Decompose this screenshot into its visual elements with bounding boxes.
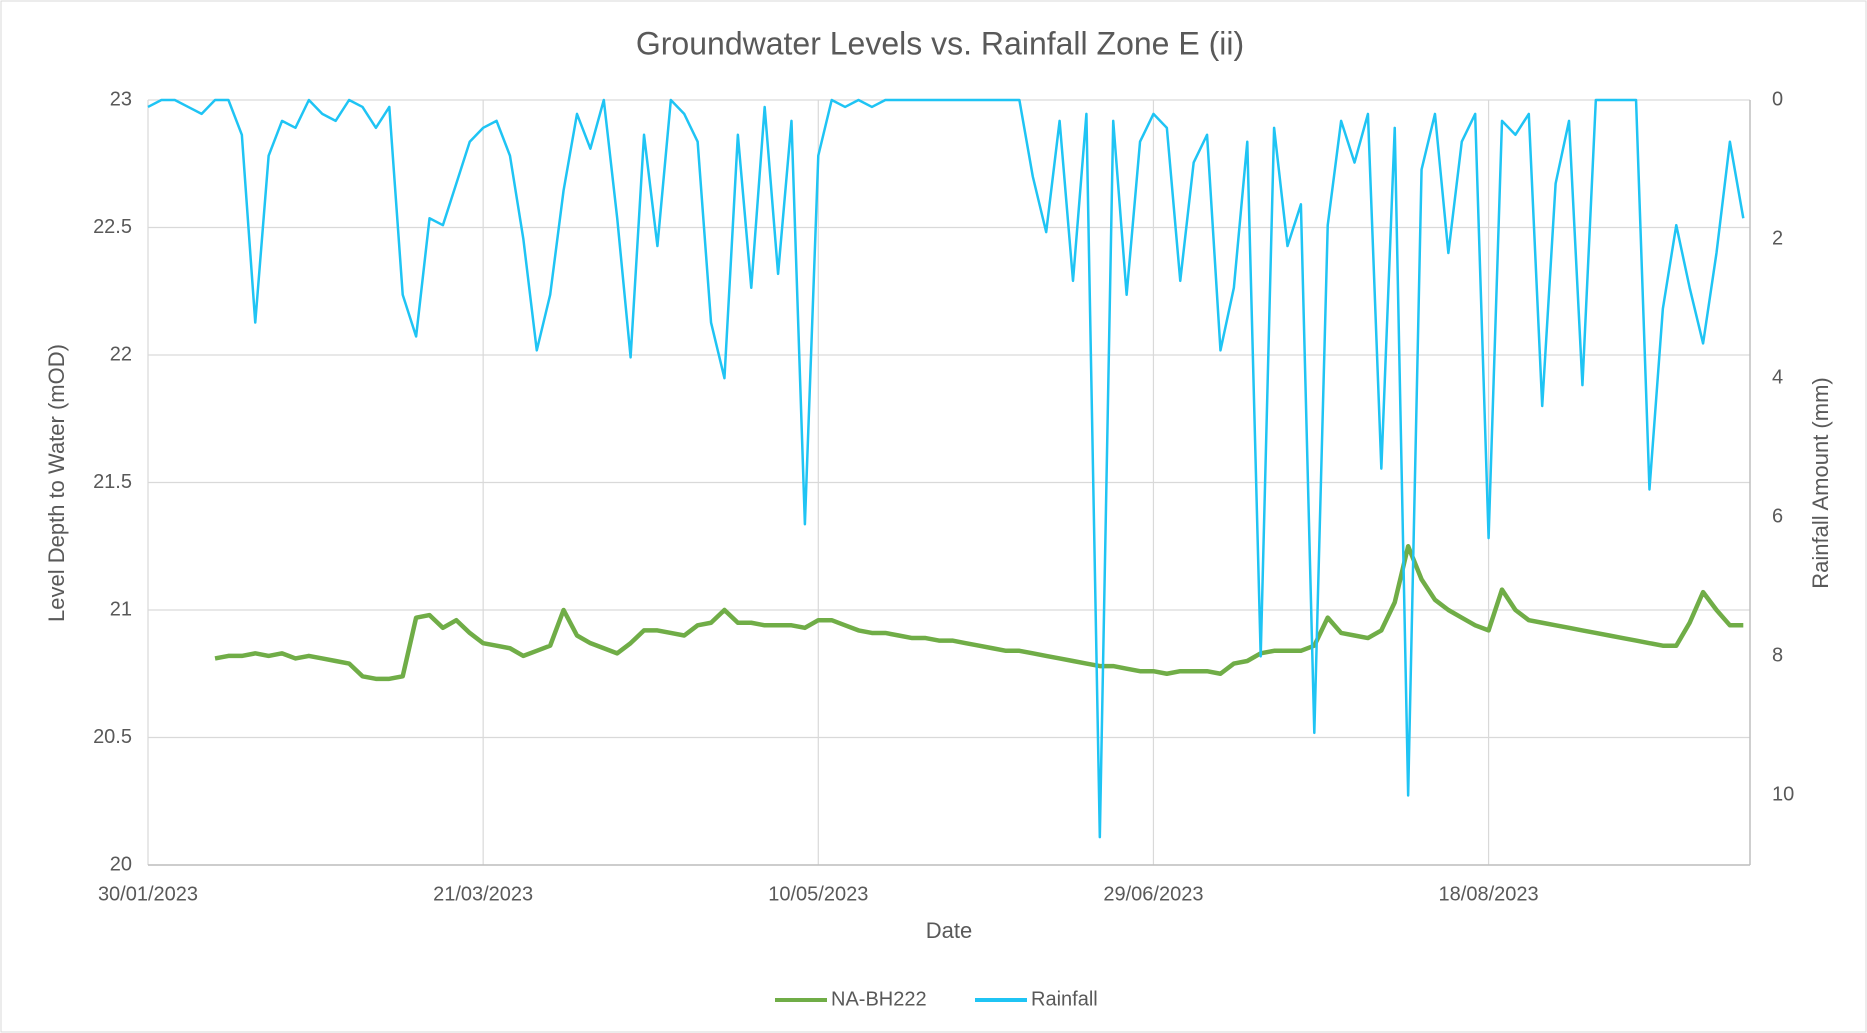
x-tick-label: 10/05/2023 bbox=[768, 883, 868, 905]
y-tick-label: 20.5 bbox=[93, 726, 132, 748]
series-line bbox=[214, 544, 1744, 682]
legend-label: NA-BH222 bbox=[831, 988, 927, 1010]
x-axis-label: Date bbox=[926, 918, 972, 943]
x-tick-label: 18/08/2023 bbox=[1439, 883, 1539, 905]
y-tick-label: 22.5 bbox=[93, 216, 132, 238]
y2-tick-label: 6 bbox=[1772, 506, 1783, 528]
y-tick-label: 21.5 bbox=[93, 471, 132, 493]
y-tick-label: 22 bbox=[110, 343, 132, 365]
y2-tick-label: 10 bbox=[1772, 784, 1794, 806]
y2-axis-label: Rainfall Amount (mm) bbox=[1808, 377, 1833, 589]
legend-label: Rainfall bbox=[1031, 988, 1098, 1010]
y-tick-label: 23 bbox=[110, 88, 132, 110]
x-tick-label: 21/03/2023 bbox=[433, 883, 533, 905]
series-line bbox=[147, 98, 1745, 839]
y-tick-label: 20 bbox=[110, 853, 132, 875]
y2-tick-label: 8 bbox=[1772, 645, 1783, 667]
x-tick-label: 29/06/2023 bbox=[1103, 883, 1203, 905]
y-axis-label: Level Depth to Water (mOD) bbox=[44, 344, 69, 622]
y-tick-label: 21 bbox=[110, 598, 132, 620]
chart-title: Groundwater Levels vs. Rainfall Zone E (… bbox=[636, 25, 1244, 61]
y2-tick-label: 2 bbox=[1772, 227, 1783, 249]
y2-tick-label: 4 bbox=[1772, 366, 1783, 388]
x-tick-label: 30/01/2023 bbox=[98, 883, 198, 905]
y2-tick-label: 0 bbox=[1772, 88, 1783, 110]
